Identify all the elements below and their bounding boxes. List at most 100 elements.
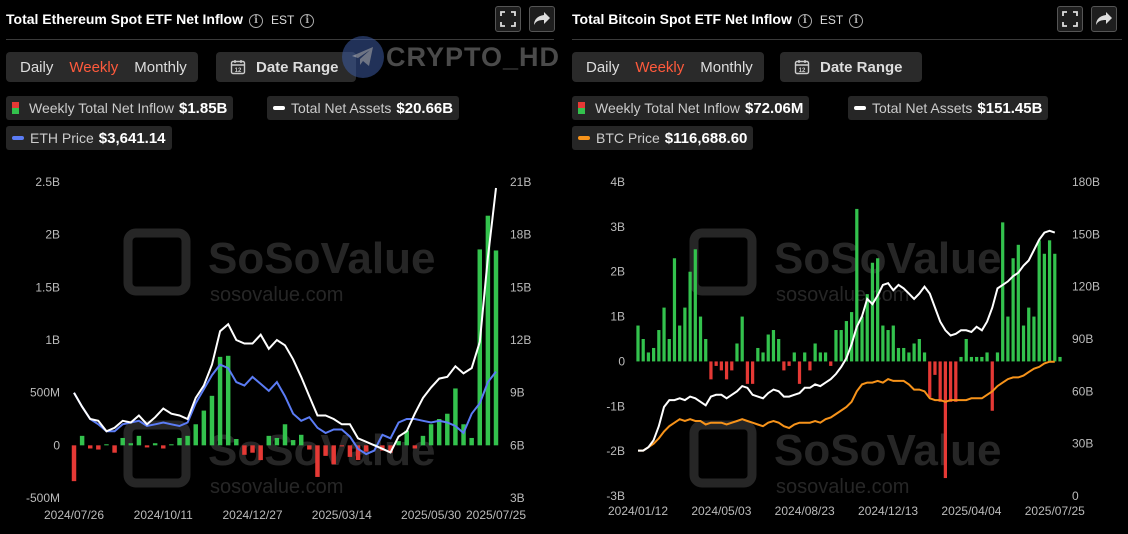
legend-label: Total Net Assets [291,100,392,116]
date-range-button[interactable]: 12 Date Range [216,52,356,82]
inflow-bar [818,352,822,362]
inflow-bar [1016,244,1020,362]
inflow-bar [315,445,320,477]
divider [572,39,1122,40]
share-icon[interactable] [1091,6,1117,32]
watermark-brand: SoSoValue [208,234,435,283]
right-axis-tick: 6B [510,438,525,452]
btc-chart-title: Total Bitcoin Spot ETF Net Inflow [572,11,792,27]
sosovalue-logo-icon [123,228,191,296]
inflow-bar [1058,356,1062,362]
inflow-bar [829,361,833,366]
x-axis-tick: 2025/03/14 [312,508,372,522]
fullscreen-icon[interactable] [495,6,521,32]
inflow-bar [938,361,942,402]
price-line [73,363,497,456]
watermark-site: sosovalue.com [776,284,909,306]
inflow-bar [714,361,718,366]
legend-price[interactable]: ETH Price $3,641.14 [6,126,172,150]
inflow-bar [693,249,697,362]
inflow-bar [641,339,645,362]
legend-inflow[interactable]: Weekly Total Net Inflow $72.06M [572,96,810,120]
tab-monthly[interactable]: Monthly [134,58,187,76]
inflow-bar [948,361,953,402]
channel-watermark: CRYPTO_HD [342,36,560,78]
inflow-bar [870,262,875,362]
inflow-bar [787,361,791,366]
tab-monthly[interactable]: Monthly [700,58,753,76]
watermark-brand: SoSoValue [774,426,1001,475]
date-range-button[interactable]: 12 Date Range [780,52,922,82]
x-axis-tick: 2025/07/25 [1025,504,1085,518]
inflow-bar [469,437,474,446]
inflow-bar [698,316,703,362]
inflow-bar [307,445,312,450]
inflow-bar [266,435,272,446]
inflow-bar [493,250,499,446]
tab-daily[interactable]: Daily [586,58,620,76]
right-axis-tick: 150B [1072,227,1100,241]
inflow-bar [274,437,280,446]
info-icon[interactable]: i [248,14,263,28]
tab-weekly[interactable]: Weekly [69,58,119,76]
inflow-bar [331,445,336,465]
inflow-bar [855,208,859,362]
assets-swatch [273,106,285,110]
eth-panel: Total Ethereum Spot ETF Net Inflow i EST i … [0,0,560,534]
inflow-bar [990,361,994,411]
timezone-info-icon[interactable]: i [300,14,315,28]
inflow-bar [657,330,661,362]
inflow-bar [964,339,968,362]
inflow-bar [683,307,687,362]
x-axis-tick: 2024/12/27 [223,508,283,522]
inflow-bar [363,445,369,452]
left-axis-tick: 0 [53,438,60,452]
inflow-bar [136,435,142,446]
inflow-bar [922,352,927,362]
inflow-bar [876,258,880,362]
share-icon[interactable] [529,6,555,32]
inflow-bar [282,424,288,446]
inflow-bar [704,339,708,362]
x-axis-tick: 2024/05/03 [691,504,751,518]
timezone-info-icon[interactable]: i [849,14,864,28]
info-icon[interactable]: i [797,14,812,28]
inflow-bar [477,249,483,446]
inflow-bar [1053,253,1057,362]
eth-timezone: EST [270,13,295,27]
right-axis-tick: 9B [510,386,525,400]
calendar-icon: 12 [794,60,810,75]
inflow-bar [735,343,739,362]
inflow-bar [1021,325,1026,362]
inflow-bar [372,444,377,446]
fullscreen-icon[interactable] [1057,6,1083,32]
legend-price[interactable]: BTC Price $116,688.60 [572,126,754,150]
inflow-bar [298,434,304,446]
inflow-bar [995,352,1000,362]
right-axis-tick: 30B [1072,437,1093,451]
inflow-bar [823,352,828,362]
inflow-bar [943,361,947,479]
inflow-bar [849,312,854,362]
inflow-bar [808,361,812,371]
right-axis-tick: 0 [1072,489,1079,503]
left-axis-tick: -500M [26,491,60,505]
inflow-bar [185,435,190,446]
inflow-bar [860,316,864,362]
tab-daily[interactable]: Daily [20,58,54,76]
legend-assets[interactable]: Total Net Assets $20.66B [267,96,460,120]
legend-assets[interactable]: Total Net Assets $151.45B [848,96,1049,120]
legend-inflow[interactable]: Weekly Total Net Inflow $1.85B [6,96,234,120]
sosovalue-logo-icon [689,228,757,296]
inflow-bar [420,435,426,446]
inflow-bar [662,307,666,362]
inflow-bar [201,410,207,446]
inflow-bar [636,325,640,362]
tab-weekly[interactable]: Weekly [635,58,685,76]
left-axis-tick: 1B [610,310,625,324]
inflow-bar [1006,316,1010,362]
inflow-bar [161,445,166,449]
inflow-bar [445,413,450,446]
